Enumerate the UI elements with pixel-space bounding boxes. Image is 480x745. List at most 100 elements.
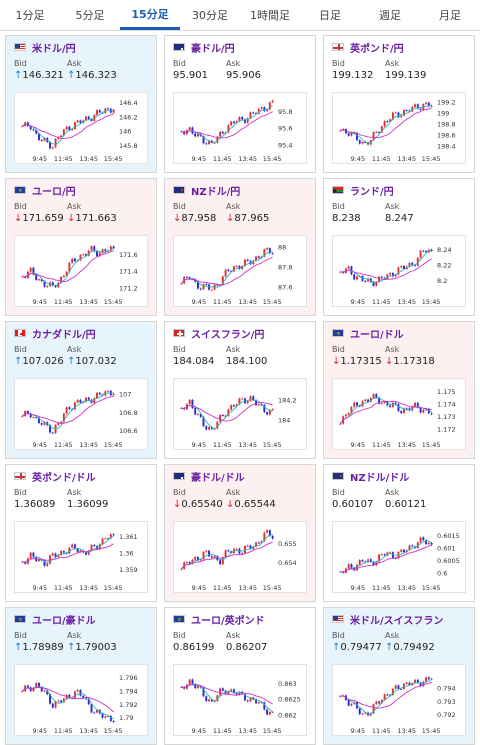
rate-card[interactable]: ユーロ/円 Bid Ask ↓171.659 ↓171.663 171.6 171.4 171… [5,178,157,316]
candlestick-chart[interactable]: 199.2 199 198.8 198.6 198.4 9:45 11:45 13:45 15:… [332,92,466,164]
candle [263,702,266,710]
rate-card[interactable]: ユーロ/豪ドル Bid Ask ↑1.78989 ↑1.79003 1.796 1.794 1… [5,607,157,745]
pair-name[interactable]: ユーロ/英ポンド [191,615,265,627]
pair-name[interactable]: 米ドル/スイスフラン [350,615,444,627]
candle [54,138,57,148]
candlestick-chart[interactable]: 171.6 171.4 171.2 9:45 11:45 13:45 15:45 [14,235,148,307]
candle [419,683,422,687]
quote-values: 8.238 8.247 [332,213,438,224]
candle [109,715,112,722]
candle [60,135,63,137]
candlestick-chart[interactable]: 95.8 95.6 95.4 9:45 11:45 13:45 15:45 [173,92,307,164]
bid-label: Bid [14,59,27,68]
candlestick-chart[interactable]: 1.361 1.36 1.359 9:45 11:45 13:45 15:45 [14,521,148,593]
arrow-down-icon: ↓ [226,499,235,510]
pair-name[interactable]: 米ドル/円 [32,43,76,55]
candle [347,266,350,269]
candle [400,411,403,414]
candle [241,265,244,270]
candle [268,248,271,254]
pair-name[interactable]: スイスフラン/円 [191,329,265,341]
ma-long-line [340,258,432,281]
pair-header: 米ドル/円 [14,40,76,55]
x-tick-label: 13:45 [79,441,98,449]
candle [425,540,428,545]
tab-1[interactable]: 5分足 [75,9,105,22]
pair-name[interactable]: ユーロ/豪ドル [32,615,96,627]
pair-name[interactable]: ランド/円 [350,186,394,198]
pair-name[interactable]: 豪ドル/ドル [191,472,245,484]
tab-3[interactable]: 30分足 [192,9,228,22]
candle [32,129,35,131]
rate-card[interactable]: NZドル/ドル Bid Ask 0.60107 0.60121 0.6015 0.601 0.… [323,464,475,602]
candle [85,254,87,256]
chart-svg: 8.24 8.22 8.2 9:45 11:45 13:45 15:45 [339,246,451,306]
tab-2[interactable]: 15分足 [120,0,180,30]
candlestick-chart[interactable]: 1.175 1.174 1.173 1.172 9:45 11:45 13:45 15:45 [332,378,466,450]
candle [93,398,96,403]
tab-4[interactable]: 1時間足 [250,9,290,22]
pair-name[interactable]: 英ポンド/ドル [32,472,96,484]
tab-6[interactable]: 週足 [379,9,401,22]
candlestick-chart[interactable]: 88 87.8 87.6 9:45 11:45 13:45 15:45 [173,235,307,307]
y-tick-label: 95.4 [278,141,292,149]
tab-7[interactable]: 月足 [439,9,461,22]
rate-card[interactable]: ユーロ/英ポンド Bid Ask 0.86199 0.86207 0.863 0.8625 0… [164,607,316,745]
pair-name[interactable]: NZドル/円 [191,186,241,198]
flag-au-icon [173,472,185,480]
x-tick-label: 15:45 [422,155,441,163]
bid-value: 0.86199 [173,642,215,653]
arrow-up-icon: ↑ [67,642,76,653]
rate-card[interactable]: NZドル/円 Bid Ask ↓87.958 ↓87.965 88 87.8 87.6 9:45… [164,178,316,316]
rate-card[interactable]: 英ポンド/円 Bid Ask 199.132 199.139 199.2 199 198.8 1… [323,35,475,173]
candlestick-chart[interactable]: 107 106.8 106.6 9:45 11:45 13:45 15:45 [14,378,148,450]
tab-0[interactable]: 1分足 [15,9,45,22]
rate-card[interactable]: 米ドル/円 Bid Ask ↑146.321 ↑146.323 146.4 146.2 146… [5,35,157,173]
x-tick-label: 9:45 [32,155,47,163]
candle [208,140,210,145]
pair-name[interactable]: ユーロ/円 [32,186,76,198]
rate-card[interactable]: ユーロ/ドル Bid Ask ↓1.17315 ↓1.17318 1.175 1.174 1.… [323,321,475,459]
candle [232,405,235,407]
rate-card[interactable]: 豪ドル/円 Bid Ask 95.901 95.906 95.8 95.6 95.4 9:45 1… [164,35,316,173]
candlestick-chart[interactable]: 146.4 146.2 146 145.8 9:45 11:45 13:45 15:45 [14,92,148,164]
candle [257,404,260,406]
candle [238,691,241,696]
pair-name[interactable]: 豪ドル/円 [191,43,235,55]
quote-labels: Bid Ask [332,631,438,640]
candlestick-chart[interactable]: 0.655 0.654 9:45 11:45 13:45 15:45 [173,521,307,593]
ma-long-line [340,544,432,573]
ma-short-line [22,536,114,564]
rate-card[interactable]: 米ドル/スイスフラン Bid Ask ↑0.79477 ↑0.79492 0.794 0.7… [323,607,475,745]
ask-value: ↑0.79492 [385,642,435,653]
candlestick-chart[interactable]: 8.24 8.22 8.2 9:45 11:45 13:45 15:45 [332,235,466,307]
candle [405,110,408,112]
rate-card[interactable]: カナダドル/円 Bid Ask ↑107.026 ↑107.032 107 106.8 106… [5,321,157,459]
ask-value: ↑146.323 [67,70,117,81]
candlestick-chart[interactable]: 1.796 1.794 1.792 1.79 9:45 11:45 13:45 15:45 [14,664,148,736]
candle [369,559,372,562]
tab-5[interactable]: 日足 [319,9,341,22]
chart-svg: 95.8 95.6 95.4 9:45 11:45 13:45 15:45 [180,99,292,163]
candlestick-chart[interactable]: 184.2 184 9:45 11:45 13:45 15:45 [173,378,307,450]
candlestick-chart[interactable]: 0.863 0.8625 0.862 9:45 11:45 13:45 15:45 [173,664,307,736]
candle [180,686,183,688]
candlestick-chart[interactable]: 0.6015 0.601 0.6005 0.6 9:45 11:45 13:45 15:45 [332,521,466,593]
rate-card[interactable]: 英ポンド/ドル Bid Ask 1.36089 1.36099 1.361 1.36 1.35… [5,464,157,602]
rate-card[interactable]: ランド/円 Bid Ask 8.238 8.247 8.24 8.22 8.2 9:45 11:4… [323,178,475,316]
pair-name[interactable]: カナダドル/円 [32,329,96,341]
candle [191,679,194,685]
pair-name[interactable]: 英ポンド/円 [350,43,404,55]
candle [216,421,219,429]
rate-card[interactable]: スイスフラン/円 Bid Ask 184.084 184.100 184.2 184 9:45… [164,321,316,459]
candle [210,556,213,558]
candlestick-chart[interactable]: 0.794 0.793 0.792 9:45 11:45 13:45 15:45 [332,664,466,736]
rate-card[interactable]: 豪ドル/ドル Bid Ask ↓0.65540 ↓0.65544 0.655 0.654 9:… [164,464,316,602]
pair-name[interactable]: NZドル/ドル [350,472,410,484]
candle [408,262,411,267]
candle [246,400,249,404]
pair-name[interactable]: ユーロ/ドル [350,329,404,341]
candle [76,120,79,123]
candle [244,119,246,123]
quote-values: ↓0.65540 ↓0.65544 [173,499,279,510]
